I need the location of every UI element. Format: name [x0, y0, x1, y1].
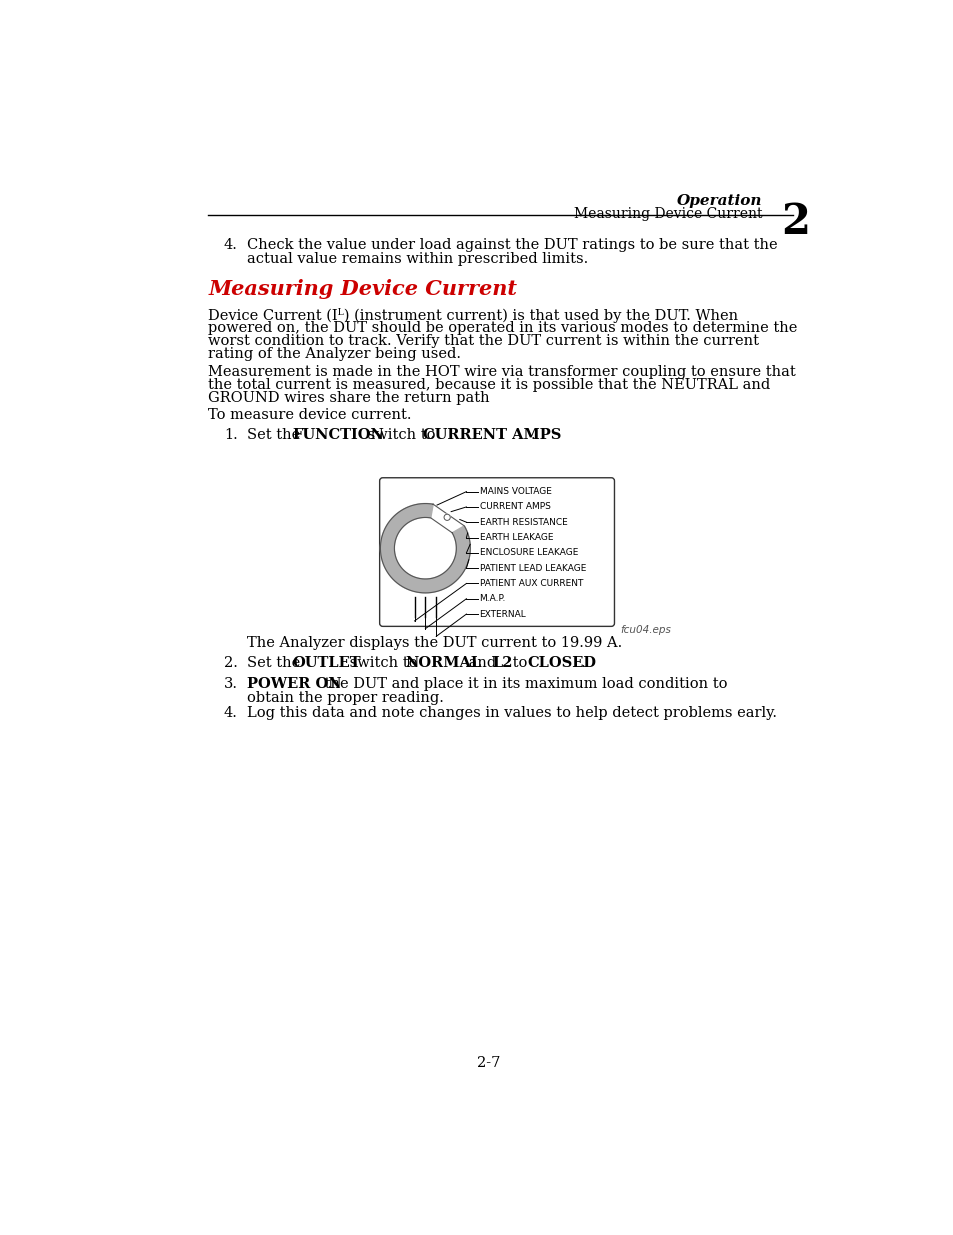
Text: 2-7: 2-7: [476, 1056, 500, 1070]
Text: 4.: 4.: [224, 238, 237, 252]
Text: the total current is measured, because it is possible that the NEUTRAL and: the total current is measured, because i…: [208, 378, 770, 391]
Text: Operation: Operation: [677, 194, 761, 209]
Text: actual value remains within prescribed limits.: actual value remains within prescribed l…: [247, 252, 588, 267]
Text: MAINS VOLTAGE: MAINS VOLTAGE: [479, 487, 551, 496]
Text: the DUT and place it in its maximum load condition to: the DUT and place it in its maximum load…: [320, 677, 727, 692]
Text: CURRENT AMPS: CURRENT AMPS: [479, 503, 550, 511]
Text: 2: 2: [781, 200, 809, 242]
Text: switch to: switch to: [345, 656, 422, 671]
Text: switch to: switch to: [363, 427, 440, 442]
Text: Device Current (Iᴸ) (instrument current) is that used by the DUT. When: Device Current (Iᴸ) (instrument current)…: [208, 308, 738, 322]
Text: worst condition to track. Verify that the DUT current is within the current: worst condition to track. Verify that th…: [208, 333, 759, 348]
Text: 3.: 3.: [224, 677, 237, 692]
Text: Set the: Set the: [247, 427, 305, 442]
Text: CURRENT AMPS: CURRENT AMPS: [422, 427, 560, 442]
Text: GROUND wires share the return path: GROUND wires share the return path: [208, 390, 490, 405]
Text: ENCLOSURE LEAKAGE: ENCLOSURE LEAKAGE: [479, 548, 578, 557]
Text: EARTH RESISTANCE: EARTH RESISTANCE: [479, 517, 567, 527]
Text: Measurement is made in the HOT wire via transformer coupling to ensure that: Measurement is made in the HOT wire via …: [208, 364, 796, 379]
Text: .: .: [530, 427, 535, 442]
FancyBboxPatch shape: [379, 478, 614, 626]
Text: EARTH LEAKAGE: EARTH LEAKAGE: [479, 534, 553, 542]
Text: EXTERNAL: EXTERNAL: [479, 610, 526, 619]
Text: rating of the Analyzer being used.: rating of the Analyzer being used.: [208, 347, 461, 361]
Text: L2: L2: [492, 656, 513, 671]
Text: CLOSED: CLOSED: [526, 656, 596, 671]
Text: 1.: 1.: [224, 427, 237, 442]
Text: Measuring Device Current: Measuring Device Current: [208, 279, 517, 299]
Text: Set the: Set the: [247, 656, 305, 671]
Text: .: .: [579, 656, 584, 671]
Text: 2.: 2.: [224, 656, 237, 671]
Text: and: and: [463, 656, 500, 671]
Text: powered on, the DUT should be operated in its various modes to determine the: powered on, the DUT should be operated i…: [208, 321, 797, 335]
Text: Measuring Device Current: Measuring Device Current: [574, 206, 761, 221]
Text: Log this data and note changes in values to help detect problems early.: Log this data and note changes in values…: [247, 705, 777, 720]
Text: The Analyzer displays the DUT current to 19.99 A.: The Analyzer displays the DUT current to…: [247, 636, 621, 650]
Text: obtain the proper reading.: obtain the proper reading.: [247, 692, 443, 705]
Text: PATIENT AUX CURRENT: PATIENT AUX CURRENT: [479, 579, 582, 588]
Text: To measure device current.: To measure device current.: [208, 408, 412, 421]
Circle shape: [443, 514, 450, 520]
Text: NORMAL: NORMAL: [404, 656, 480, 671]
Text: to: to: [508, 656, 532, 671]
Polygon shape: [380, 504, 470, 593]
Text: 4.: 4.: [224, 705, 237, 720]
Text: FUNCTION: FUNCTION: [292, 427, 383, 442]
Text: M.A.P.: M.A.P.: [479, 594, 505, 603]
Text: Check the value under load against the DUT ratings to be sure that the: Check the value under load against the D…: [247, 238, 777, 252]
Text: PATIENT LEAD LEAKAGE: PATIENT LEAD LEAKAGE: [479, 563, 585, 573]
Text: fcu04.eps: fcu04.eps: [620, 625, 671, 635]
Text: POWER ON: POWER ON: [247, 677, 341, 692]
Text: OUTLET: OUTLET: [292, 656, 360, 671]
